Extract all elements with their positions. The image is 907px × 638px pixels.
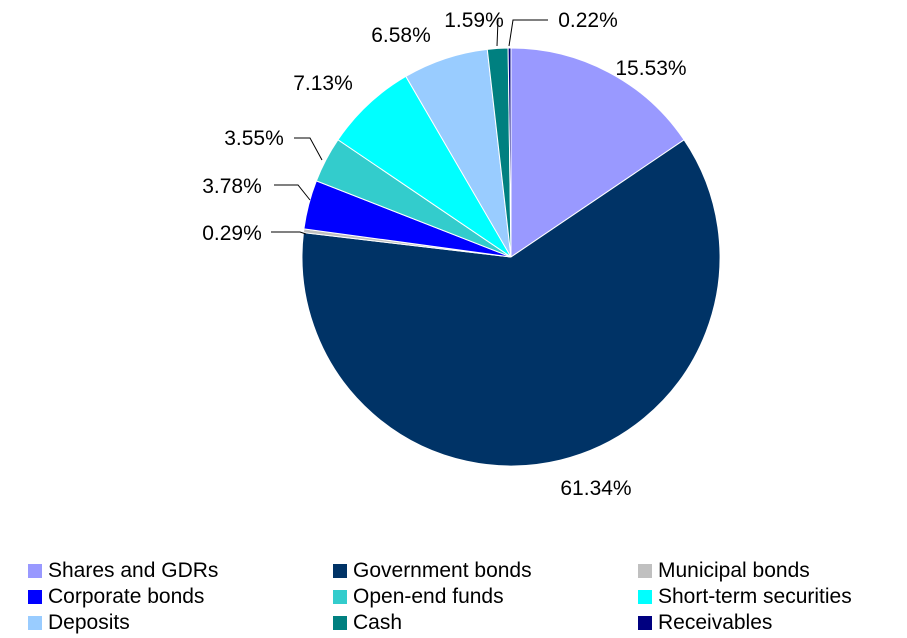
legend-label: Deposits bbox=[48, 611, 130, 634]
pie-slice-shares-and-gdrs bbox=[510, 47, 685, 258]
legend-swatch bbox=[333, 590, 347, 604]
legend-swatch bbox=[28, 590, 42, 604]
legend-item: Receivables bbox=[638, 610, 907, 636]
legend-swatch bbox=[28, 564, 42, 578]
legend-label: Cash bbox=[353, 611, 403, 634]
legend-swatch bbox=[638, 616, 652, 630]
data-label: 15.53% bbox=[615, 57, 686, 80]
chart-legend: Shares and GDRs Government bonds Municipal… bbox=[28, 558, 907, 636]
data-label: 0.29% bbox=[202, 222, 262, 245]
slice-labels: 15.53% 61.34% 0.29% 3.78% 3.55% 7.13% 6.58% 1.5… bbox=[202, 9, 686, 500]
data-label: 3.55% bbox=[224, 127, 284, 150]
data-label: 0.22% bbox=[558, 9, 618, 32]
pie-slices bbox=[301, 47, 721, 467]
legend-label: Shares and GDRs bbox=[48, 559, 219, 582]
legend-label: Short-term securities bbox=[658, 585, 852, 608]
data-label: 3.78% bbox=[202, 175, 262, 198]
legend-swatch bbox=[638, 564, 652, 578]
leader-line bbox=[271, 231, 307, 235]
legend-label: Municipal bonds bbox=[658, 559, 810, 582]
legend-swatch bbox=[333, 616, 347, 630]
data-label: 7.13% bbox=[293, 72, 353, 95]
pie-slice-receivables bbox=[507, 47, 512, 258]
legend-label: Government bonds bbox=[353, 559, 532, 582]
pie-chart: 15.53% 61.34% 0.29% 3.78% 3.55% 7.13% 6.58% 1.5… bbox=[202, 9, 721, 500]
data-label: 1.59% bbox=[444, 9, 504, 32]
legend-label: Open-end funds bbox=[353, 585, 504, 608]
leader-line bbox=[294, 137, 323, 161]
legend-item: Short-term securities bbox=[638, 584, 907, 610]
legend-item: Deposits bbox=[28, 610, 333, 636]
legend-item: Cash bbox=[333, 610, 638, 636]
legend-item: Municipal bonds bbox=[638, 558, 907, 584]
legend-item: Open-end funds bbox=[333, 584, 638, 610]
legend-item: Shares and GDRs bbox=[28, 558, 333, 584]
legend-label: Receivables bbox=[658, 611, 773, 634]
data-label: 61.34% bbox=[560, 477, 631, 500]
leader-lines bbox=[271, 19, 548, 235]
legend-swatch bbox=[28, 616, 42, 630]
pie-slice-government-bonds bbox=[301, 139, 721, 467]
leader-line bbox=[496, 19, 499, 47]
legend-item: Government bonds bbox=[333, 558, 638, 584]
legend-swatch bbox=[333, 564, 347, 578]
legend-swatch bbox=[638, 590, 652, 604]
data-label: 6.58% bbox=[371, 24, 431, 47]
leader-line bbox=[274, 184, 311, 201]
legend-label: Corporate bonds bbox=[48, 585, 205, 608]
leader-line bbox=[508, 19, 548, 47]
legend-item: Corporate bonds bbox=[28, 584, 333, 610]
